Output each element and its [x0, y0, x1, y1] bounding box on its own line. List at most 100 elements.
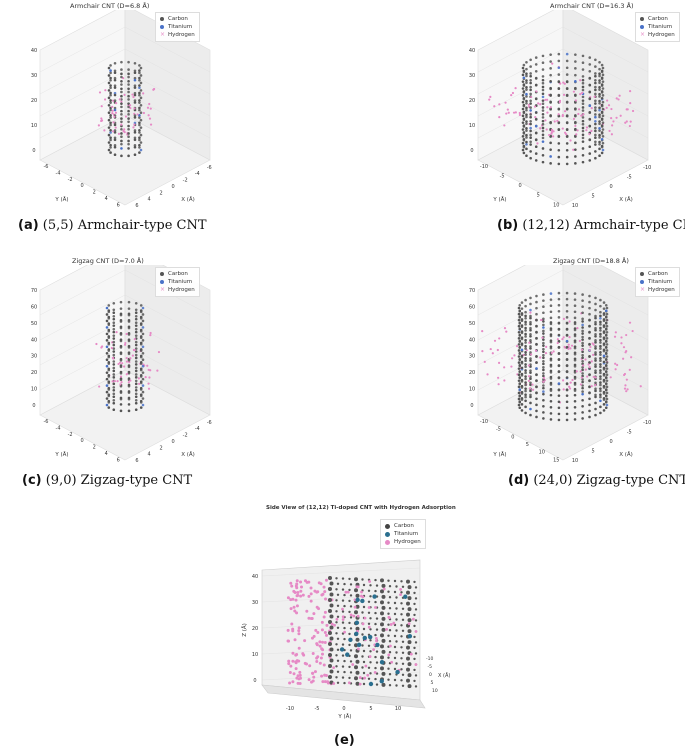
carbon-point [139, 354, 143, 358]
carbon-point [127, 72, 130, 76]
hydrogen-point [607, 104, 611, 107]
hydrogen-marker: × [640, 31, 646, 38]
carbon-point [588, 391, 591, 395]
carbon-point [599, 338, 602, 342]
carbon-point [541, 147, 545, 150]
carbon-point [369, 650, 372, 653]
carbon-point [335, 577, 338, 580]
carbon-point [355, 604, 360, 609]
caption-text: (12,12) Armchair-type CNT [522, 218, 685, 233]
carbon-point [534, 159, 538, 162]
carbon-point [594, 58, 597, 62]
carbon-point [393, 579, 397, 583]
carbon-point [138, 101, 141, 104]
carbon-point [529, 72, 532, 75]
grid-line [562, 26, 649, 73]
carbon-point [520, 307, 524, 310]
carbon-point [413, 591, 416, 595]
carbon-point [112, 308, 116, 312]
carbon-point [400, 613, 403, 616]
carbon-marker [640, 17, 644, 21]
titanium-point [588, 104, 592, 108]
carbon-point [549, 406, 553, 409]
hydrogen-point [116, 380, 119, 383]
carbon-point [565, 155, 569, 159]
y-tick-label: -4 [56, 170, 61, 176]
hydrogen-point [309, 599, 313, 603]
hydrogen-point [558, 101, 561, 104]
carbon-point [594, 140, 597, 144]
grid-line [477, 70, 564, 117]
carbon-point [520, 330, 524, 333]
carbon-point [599, 393, 602, 397]
x-tick-label: -10 [286, 706, 294, 712]
hydrogen-point [569, 381, 572, 384]
carbon-point [127, 390, 131, 393]
hydrogen-point [299, 589, 303, 593]
carbon-point [534, 69, 538, 73]
carbon-point [134, 388, 138, 392]
carbon-point [401, 585, 405, 588]
carbon-point [541, 119, 545, 123]
carbon-point [127, 113, 130, 116]
carbon-point [598, 67, 601, 71]
hydrogen-point [358, 682, 362, 686]
hydrogen-point [576, 327, 579, 330]
carbon-point [120, 113, 123, 116]
z-tick-label: 60 [469, 304, 475, 310]
hydrogen-point [614, 331, 617, 334]
y-axis-label: X (Å) [438, 672, 450, 679]
carbon-point [336, 615, 340, 618]
carbon-point [335, 654, 338, 657]
carbon-point [529, 377, 532, 381]
carbon-point [541, 129, 545, 133]
hydrogen-point [631, 109, 635, 113]
carbon-point [598, 74, 601, 78]
titanium-point [138, 86, 141, 90]
carbon-point [601, 94, 605, 97]
carbon-point [557, 358, 561, 361]
titanium-point [535, 367, 538, 370]
carbon-point [605, 312, 609, 316]
carbon-point [361, 633, 364, 636]
carbon-point [119, 344, 123, 348]
carbon-point [557, 364, 561, 367]
carbon-point [573, 406, 577, 409]
carbon-point [127, 120, 130, 124]
carbon-point [362, 649, 366, 653]
hydrogen-point [315, 642, 319, 646]
carbon-point [120, 60, 123, 64]
carbon-point [573, 381, 577, 385]
carbon-point [594, 393, 597, 397]
grid-line [124, 319, 211, 366]
hydrogen-point [574, 99, 577, 102]
carbon-point [581, 54, 585, 58]
carbon-point [105, 390, 109, 394]
carbon-point [361, 578, 364, 581]
hydrogen-point [133, 123, 136, 126]
carbon-point [521, 148, 525, 152]
carbon-point [605, 324, 609, 328]
carbon-point [557, 128, 561, 132]
carbon-point [518, 351, 522, 355]
hydrogen-point [286, 596, 290, 600]
hydrogen-point [411, 617, 415, 621]
carbon-point [336, 604, 340, 607]
carbon-point [127, 124, 130, 128]
carbon-point [387, 579, 390, 582]
carbon-point [594, 99, 597, 103]
carbon-point [581, 99, 585, 102]
z-tick-label: 0 [32, 148, 35, 154]
carbon-point [524, 314, 527, 318]
carbon-point [119, 377, 123, 380]
carbon-point [581, 326, 584, 329]
titanium-point [541, 95, 545, 99]
carbon-point [109, 79, 112, 82]
hydrogen-point [117, 132, 121, 135]
hydrogen-point [609, 376, 612, 379]
carbon-point [605, 355, 609, 358]
hydrogen-point [120, 380, 123, 384]
carbon-point [601, 87, 605, 90]
carbon-point [581, 344, 584, 347]
carbon-point [388, 684, 392, 687]
